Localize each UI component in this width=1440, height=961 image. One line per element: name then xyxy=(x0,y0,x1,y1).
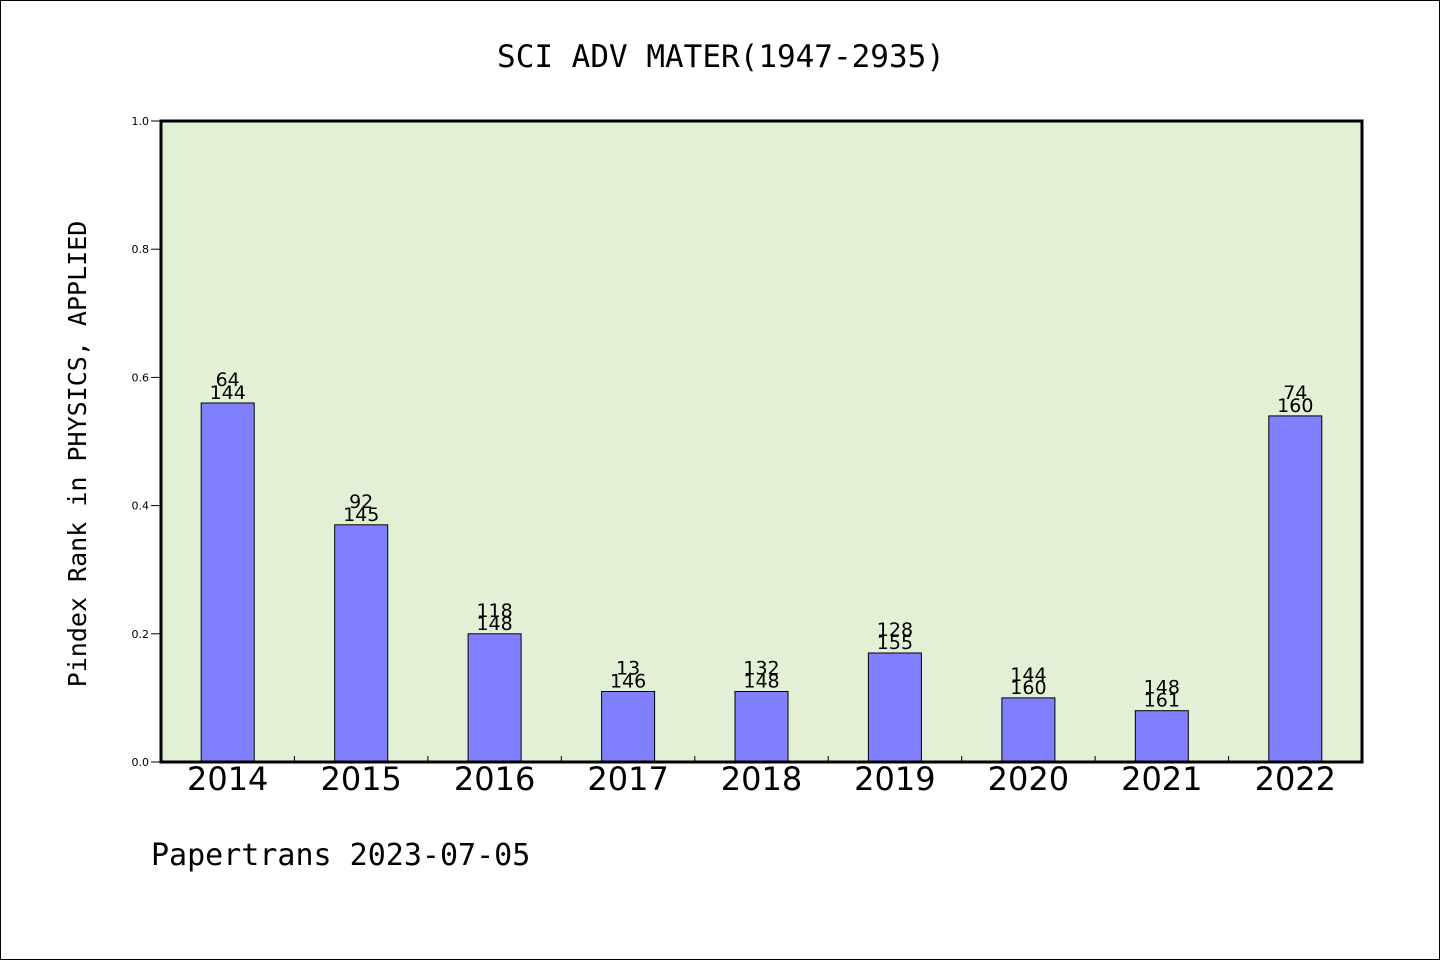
bar-rank-label-2022: 74 xyxy=(1283,382,1307,404)
bar-total-label-2015: 145 xyxy=(343,504,379,526)
bar-2016 xyxy=(467,633,522,763)
chart-title: SCI ADV MATER(1947-2935) xyxy=(497,39,945,75)
bar-total-label-2019: 155 xyxy=(877,632,913,654)
y-tick-label-0.2: 0.2 xyxy=(132,628,150,641)
x-tick-label-2022: 2022 xyxy=(1255,760,1336,798)
plot-border xyxy=(159,119,1364,764)
x-tick-label-2015: 2015 xyxy=(320,760,401,798)
x-tick-label-2017: 2017 xyxy=(587,760,668,798)
y-tick-label-0.4: 0.4 xyxy=(132,500,150,513)
bar-total-label-2014: 144 xyxy=(210,382,246,404)
bar-2021 xyxy=(1134,710,1189,763)
y-axis-ticks: 0.0 0.2 0.4 0.6 0.8 1.0 xyxy=(132,115,161,769)
bar-rank-label-2020: 144 xyxy=(1010,664,1046,686)
bar-2018 xyxy=(734,691,789,763)
bar-rank-label-2014: 64 xyxy=(216,369,240,391)
x-tick-label-2019: 2019 xyxy=(854,760,935,798)
y-tick-label-0.8: 0.8 xyxy=(132,243,150,256)
y-tick-label-0.6: 0.6 xyxy=(132,371,150,384)
bar-rank-label-2018: 132 xyxy=(743,658,779,680)
y-axis-label: Pindex Rank in PHYSICS, APPLIED xyxy=(63,221,92,688)
bar-total-label-2021: 161 xyxy=(1144,690,1180,712)
bar-total-label-2020: 160 xyxy=(1010,677,1046,699)
bar-2017 xyxy=(601,691,656,763)
bar-total-label-2022: 160 xyxy=(1277,395,1313,417)
bar-2019 xyxy=(867,652,922,763)
x-axis-ticks: 2014 2015 2016 2017 2018 2019 2020 2021 2022 xyxy=(187,756,1336,798)
y-tick-label-0.0: 0.0 xyxy=(132,756,150,769)
x-tick-label-2018: 2018 xyxy=(721,760,802,798)
bar-rank-label-2021: 148 xyxy=(1144,677,1180,699)
bar-rank-label-2016: 118 xyxy=(476,600,512,622)
bar-rank-label-2015: 92 xyxy=(349,491,373,513)
bar-total-label-2017: 146 xyxy=(610,671,646,693)
footer-credit: Papertrans 2023-07-05 xyxy=(151,838,530,873)
y-tick-label-1.0: 1.0 xyxy=(132,115,150,128)
bar-rank-label-2017: 13 xyxy=(616,658,640,680)
x-tick-label-2016: 2016 xyxy=(454,760,535,798)
bar-2020 xyxy=(1001,697,1056,763)
x-tick-label-2014: 2014 xyxy=(187,760,268,798)
bar-2014 xyxy=(200,402,255,763)
x-tick-label-2020: 2020 xyxy=(988,760,1069,798)
bar-total-label-2018: 148 xyxy=(743,671,779,693)
bar-2015 xyxy=(334,524,389,763)
bar-rank-label-2019: 128 xyxy=(877,619,913,641)
bar-2022 xyxy=(1268,415,1323,763)
bars-layer xyxy=(200,402,1323,763)
bar-total-label-2016: 148 xyxy=(476,613,512,635)
x-tick-label-2021: 2021 xyxy=(1121,760,1202,798)
